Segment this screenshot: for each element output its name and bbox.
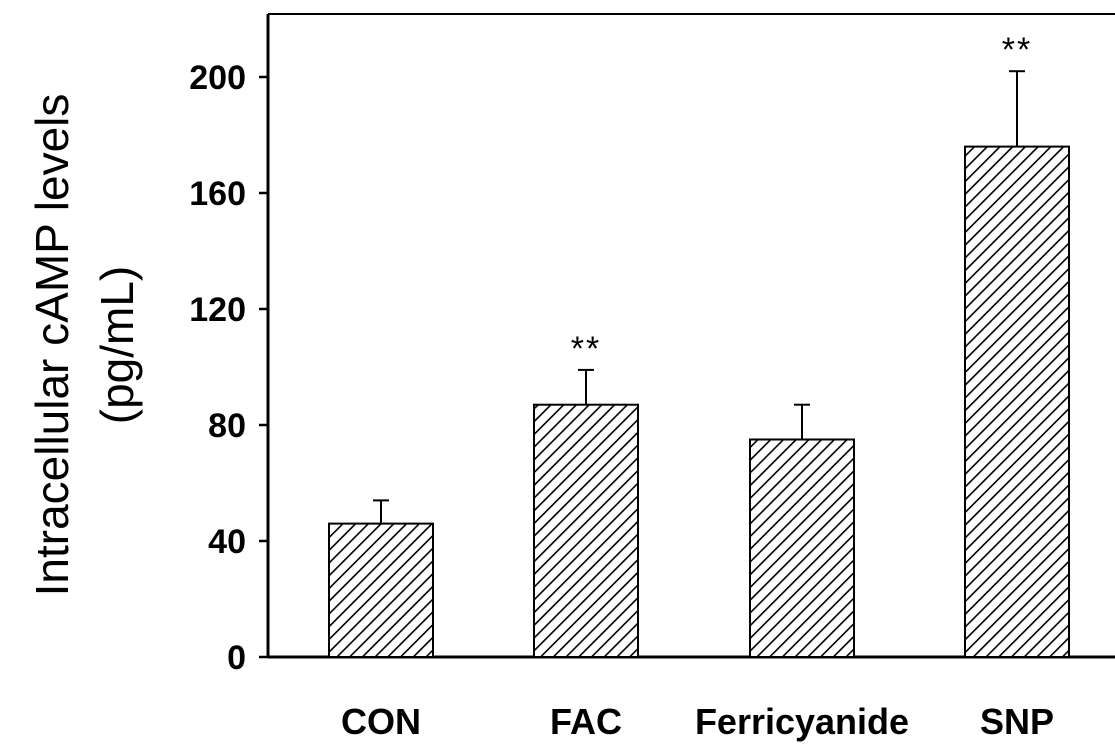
y-tick-label-0: 0 [227,639,246,677]
y-tick-label-80: 80 [208,407,246,445]
x-label-fac: FAC [550,701,622,742]
y-axis-title-line2: (pg/mL) [91,266,143,424]
bar-con [328,522,434,658]
bars-group [328,145,1070,659]
y-tick-label-160: 160 [189,175,246,213]
error-bars-group [373,70,1025,524]
y-axis-title: Intracellular cAMP levels (pg/mL) [26,94,143,597]
x-label-con: CON [341,701,421,742]
x-label-ferricyanide: Ferricyanide [695,701,909,742]
y-tick-label-200: 200 [189,59,246,97]
bar-snp [964,145,1070,658]
y-axis-title-line1: Intracellular cAMP levels [26,94,78,597]
y-axis-ticks: 0 40 80 120 160 200 [189,59,268,677]
y-tick-label-40: 40 [208,523,246,561]
significance-markers: ** ** [571,31,1032,368]
x-axis-category-labels: CON FAC Ferricyanide SNP [341,701,1054,742]
y-tick-label-120: 120 [189,291,246,329]
x-label-snp: SNP [980,701,1054,742]
bar-fac [533,403,639,659]
significance-snp: ** [1002,31,1032,69]
bar-ferricyanide [749,438,855,658]
significance-fac: ** [571,330,601,368]
